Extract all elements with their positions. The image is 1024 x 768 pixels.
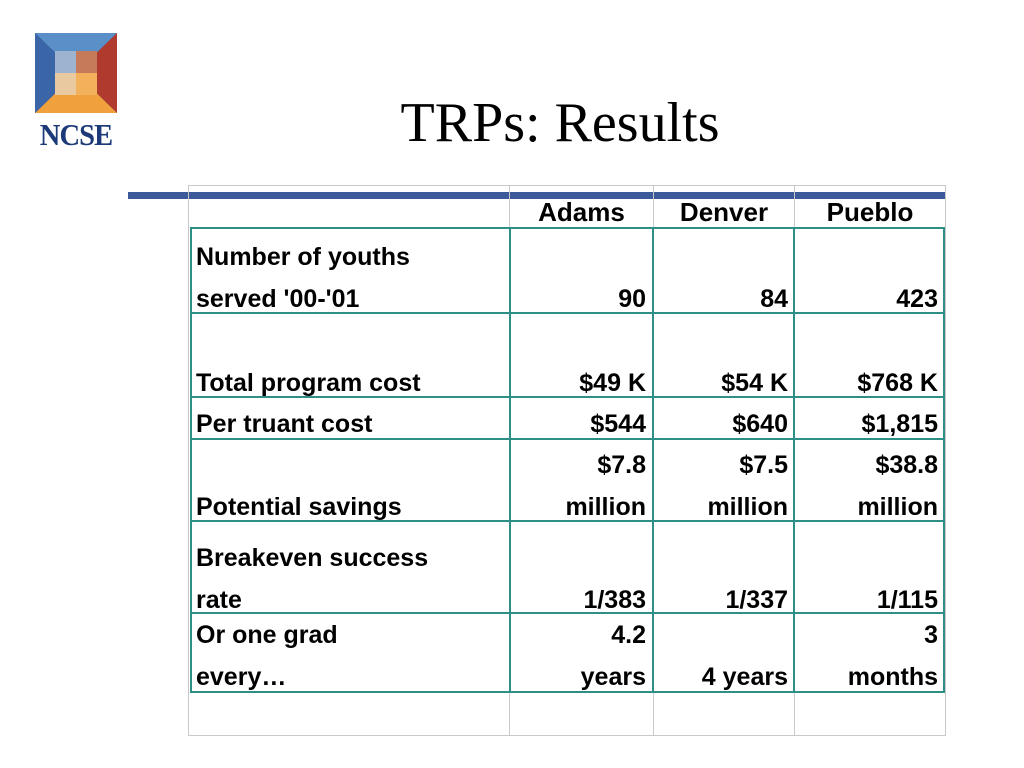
grid-bottom: [188, 735, 946, 736]
cell-denver-per-truant-cost: $640: [732, 410, 788, 438]
cell-pueblo-one-grad-unit: months: [847, 663, 938, 691]
cell-pueblo-youths: 423: [896, 285, 938, 313]
grid-top: [188, 185, 946, 186]
cell-denver-youths: 84: [760, 285, 788, 313]
cell-pueblo-breakeven: 1/115: [876, 586, 938, 614]
cell-adams-one-grad-amount: 4.2: [611, 621, 646, 649]
row-line-0: [190, 227, 945, 229]
cell-adams-savings-unit: million: [565, 493, 646, 521]
row-label-one-grad-line1: Or one grad: [196, 621, 338, 649]
row-line-1: [190, 312, 945, 314]
column-header-adams: Adams: [538, 197, 625, 227]
row-label-per-truant-cost: Per truant cost: [196, 410, 373, 438]
cell-adams-total-cost: $49 K: [579, 369, 646, 397]
ncse-logo-text: NCSE: [39, 117, 113, 152]
cell-adams-breakeven: 1/383: [583, 586, 646, 614]
cell-pueblo-savings-amount: $38.8: [875, 451, 938, 479]
cell-adams-savings-amount: $7.8: [597, 451, 646, 479]
cell-pueblo-one-grad-amount: 3: [924, 621, 938, 649]
row-label-total-cost: Total program cost: [196, 369, 421, 397]
grid-left: [188, 185, 189, 736]
column-header-pueblo: Pueblo: [826, 197, 914, 227]
cell-denver-total-cost: $54 K: [721, 369, 788, 397]
row-label-breakeven-line1: Breakeven success: [196, 544, 429, 572]
row-label-youths-line2: served '00-'01: [196, 285, 360, 313]
ncse-logo: NCSE: [35, 33, 117, 153]
row-label-one-grad-line2: every…: [196, 663, 287, 691]
cell-adams-per-truant-cost: $544: [590, 410, 646, 438]
column-header-denver: Denver: [679, 197, 769, 227]
row-line-3: [190, 438, 945, 440]
cell-denver-one-grad: 4 years: [701, 663, 788, 691]
cell-denver-savings-amount: $7.5: [739, 451, 788, 479]
cell-pueblo-per-truant-cost: $1,815: [861, 410, 938, 438]
body-divider-3: [793, 228, 795, 693]
body-border-right: [943, 228, 945, 693]
cell-pueblo-savings-unit: million: [857, 493, 938, 521]
row-label-youths-line1: Number of youths: [196, 243, 410, 271]
body-border-left: [190, 228, 192, 693]
row-label-breakeven-line2: rate: [196, 586, 242, 614]
row-label-potential-savings: Potential savings: [196, 493, 402, 521]
cell-adams-one-grad-unit: years: [580, 663, 646, 691]
ncse-logo-mark: [35, 33, 117, 113]
grid-right: [945, 185, 946, 736]
slide-title: TRPs: Results: [400, 92, 720, 154]
row-line-6: [190, 691, 945, 693]
body-divider-1: [509, 228, 511, 693]
cell-denver-savings-unit: million: [707, 493, 788, 521]
row-line-5: [190, 612, 945, 614]
body-divider-2: [652, 228, 654, 693]
cell-pueblo-total-cost: $768 K: [857, 369, 938, 397]
title-rule: [128, 192, 946, 199]
row-line-4: [190, 520, 945, 522]
cell-adams-youths: 90: [618, 285, 646, 313]
row-line-2: [190, 396, 945, 398]
cell-denver-breakeven: 1/337: [725, 586, 788, 614]
